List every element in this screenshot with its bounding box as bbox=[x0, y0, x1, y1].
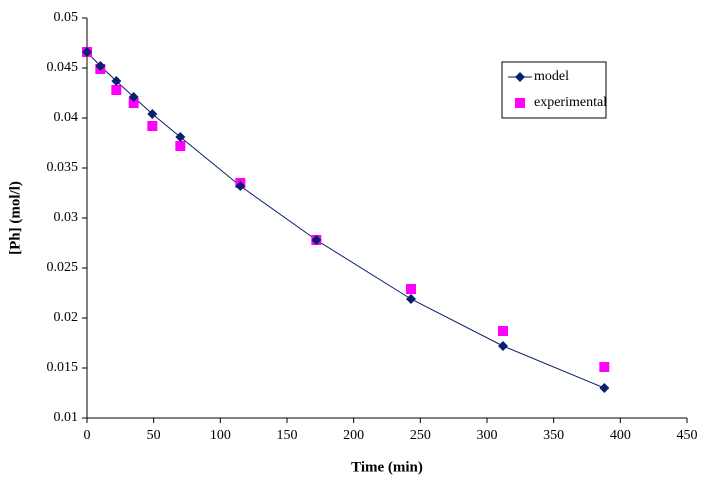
data-point bbox=[599, 383, 609, 393]
legend-marker bbox=[515, 98, 525, 108]
data-point bbox=[147, 121, 157, 131]
data-point bbox=[498, 341, 508, 351]
chart: Time (min) [Ph] (mol/l) 0.01 0.015 0.02 0.0… bbox=[0, 0, 709, 483]
y-tick-label: 0.045 bbox=[47, 60, 79, 75]
data-point bbox=[599, 362, 609, 372]
data-point bbox=[406, 294, 416, 304]
y-tick-label: 0.035 bbox=[47, 160, 79, 175]
data-point bbox=[175, 141, 185, 151]
page: {"chart_data": {"type": "scatter", "x_la… bbox=[0, 0, 709, 483]
y-tick-label: 0.025 bbox=[47, 260, 79, 275]
y-axis-title: [Ph] (mol/l) bbox=[7, 181, 23, 255]
data-point bbox=[406, 284, 416, 294]
y-tick-label: 0.02 bbox=[54, 310, 79, 325]
data-point bbox=[498, 326, 508, 336]
y-tick-label: 0.01 bbox=[54, 410, 79, 425]
y-tick-label: 0.04 bbox=[54, 110, 79, 125]
y-tick-label: 0.015 bbox=[47, 360, 79, 375]
x-tick-label: 250 bbox=[410, 428, 431, 443]
y-tick-label: 0.03 bbox=[54, 210, 79, 225]
y-tick-label: 0.05 bbox=[54, 10, 79, 25]
x-tick-label: 300 bbox=[477, 428, 498, 443]
x-axis-title: Time (min) bbox=[351, 459, 423, 475]
x-tick-label: 150 bbox=[277, 428, 298, 443]
data-point bbox=[111, 85, 121, 95]
x-tick-label: 350 bbox=[543, 428, 564, 443]
x-tick-label: 200 bbox=[343, 428, 364, 443]
x-tick-label: 400 bbox=[610, 428, 631, 443]
legend-label: model bbox=[534, 69, 569, 84]
legend-label: experimental bbox=[534, 95, 607, 110]
x-tick-label: 450 bbox=[677, 428, 698, 443]
x-tick-label: 100 bbox=[210, 428, 231, 443]
x-tick-label: 0 bbox=[84, 428, 91, 443]
x-tick-label: 50 bbox=[147, 428, 161, 443]
